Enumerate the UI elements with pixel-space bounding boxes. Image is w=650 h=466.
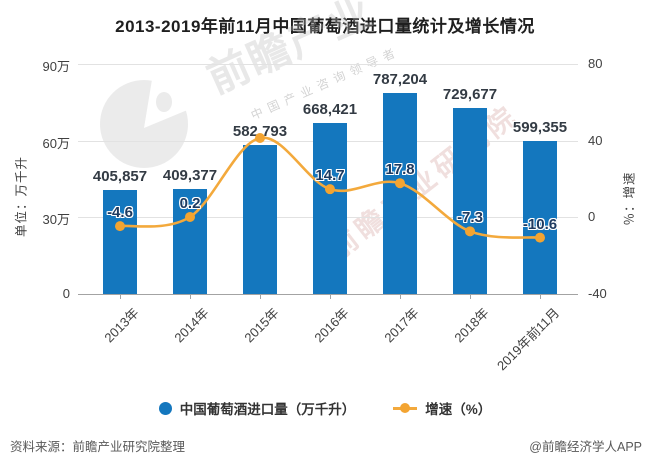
x-axis-tick xyxy=(120,294,121,299)
legend-item-growth: 增速（%） xyxy=(393,398,491,418)
y-axis-tick-right: 0 xyxy=(588,209,596,225)
left-axis-title: 单位：万千升 xyxy=(14,156,29,238)
y-axis-tick-left: 90万 xyxy=(42,59,70,74)
legend: 中国葡萄酒进口量（万千升） 增速（%） xyxy=(0,398,650,418)
bar xyxy=(313,123,347,294)
credit-text: @前瞻经济学人APP xyxy=(529,440,642,454)
y-axis-tick-right: 40 xyxy=(588,132,603,148)
bar xyxy=(243,145,277,294)
y-axis-tick-right: -40 xyxy=(588,286,607,301)
y-axis-tick-left: 0 xyxy=(62,286,70,301)
growth-value-label: 14.7 xyxy=(315,167,345,185)
growth-value-label: -4.6 xyxy=(107,204,133,222)
growth-value-label: -7.3 xyxy=(457,209,483,227)
logo-dot xyxy=(156,92,172,112)
x-axis-tick xyxy=(260,294,261,299)
bar-value-label: 582,793 xyxy=(232,123,288,141)
bar-value-label: 599,355 xyxy=(512,118,568,136)
bar xyxy=(453,107,487,294)
bar-value-label: 668,421 xyxy=(302,101,358,119)
right-axis-title: ％：增速 xyxy=(622,171,637,226)
legend-label-imports: 中国葡萄酒进口量（万千升） xyxy=(179,402,356,417)
legend-label-growth: 增速（%） xyxy=(425,402,492,417)
x-axis-tick xyxy=(470,294,471,299)
y-axis-tick-left: 60万 xyxy=(42,135,70,151)
growth-value-label: 17.8 xyxy=(385,161,415,179)
x-axis-tick xyxy=(190,294,191,299)
gridline xyxy=(78,64,578,65)
bar xyxy=(383,92,417,294)
bar-series-marker-icon xyxy=(158,401,172,415)
chart-title: 2013-2019年前11月中国葡萄酒进口量统计及增长情况 xyxy=(115,17,535,36)
y-axis-tick-left: 30万 xyxy=(42,212,70,228)
growth-value-label: -10.6 xyxy=(522,215,558,233)
y-axis-tick-right: 80 xyxy=(588,56,603,71)
bar-value-label: 787,204 xyxy=(372,70,428,88)
growth-value-label: 0.2 xyxy=(179,194,201,212)
x-axis-tick xyxy=(540,294,541,299)
data-source-text: 资料来源：前瞻产业研究院整理 xyxy=(10,440,186,454)
x-axis-line xyxy=(78,294,578,295)
bar-value-label: 729,677 xyxy=(442,85,498,103)
x-axis-tick xyxy=(400,294,401,299)
line-series-dot-icon xyxy=(400,403,411,413)
line-series-marker-icon xyxy=(393,403,418,413)
legend-item-imports: 中国葡萄酒进口量（万千升） xyxy=(158,398,356,418)
x-axis-tick xyxy=(330,294,331,299)
bar-value-label: 409,377 xyxy=(162,167,218,185)
